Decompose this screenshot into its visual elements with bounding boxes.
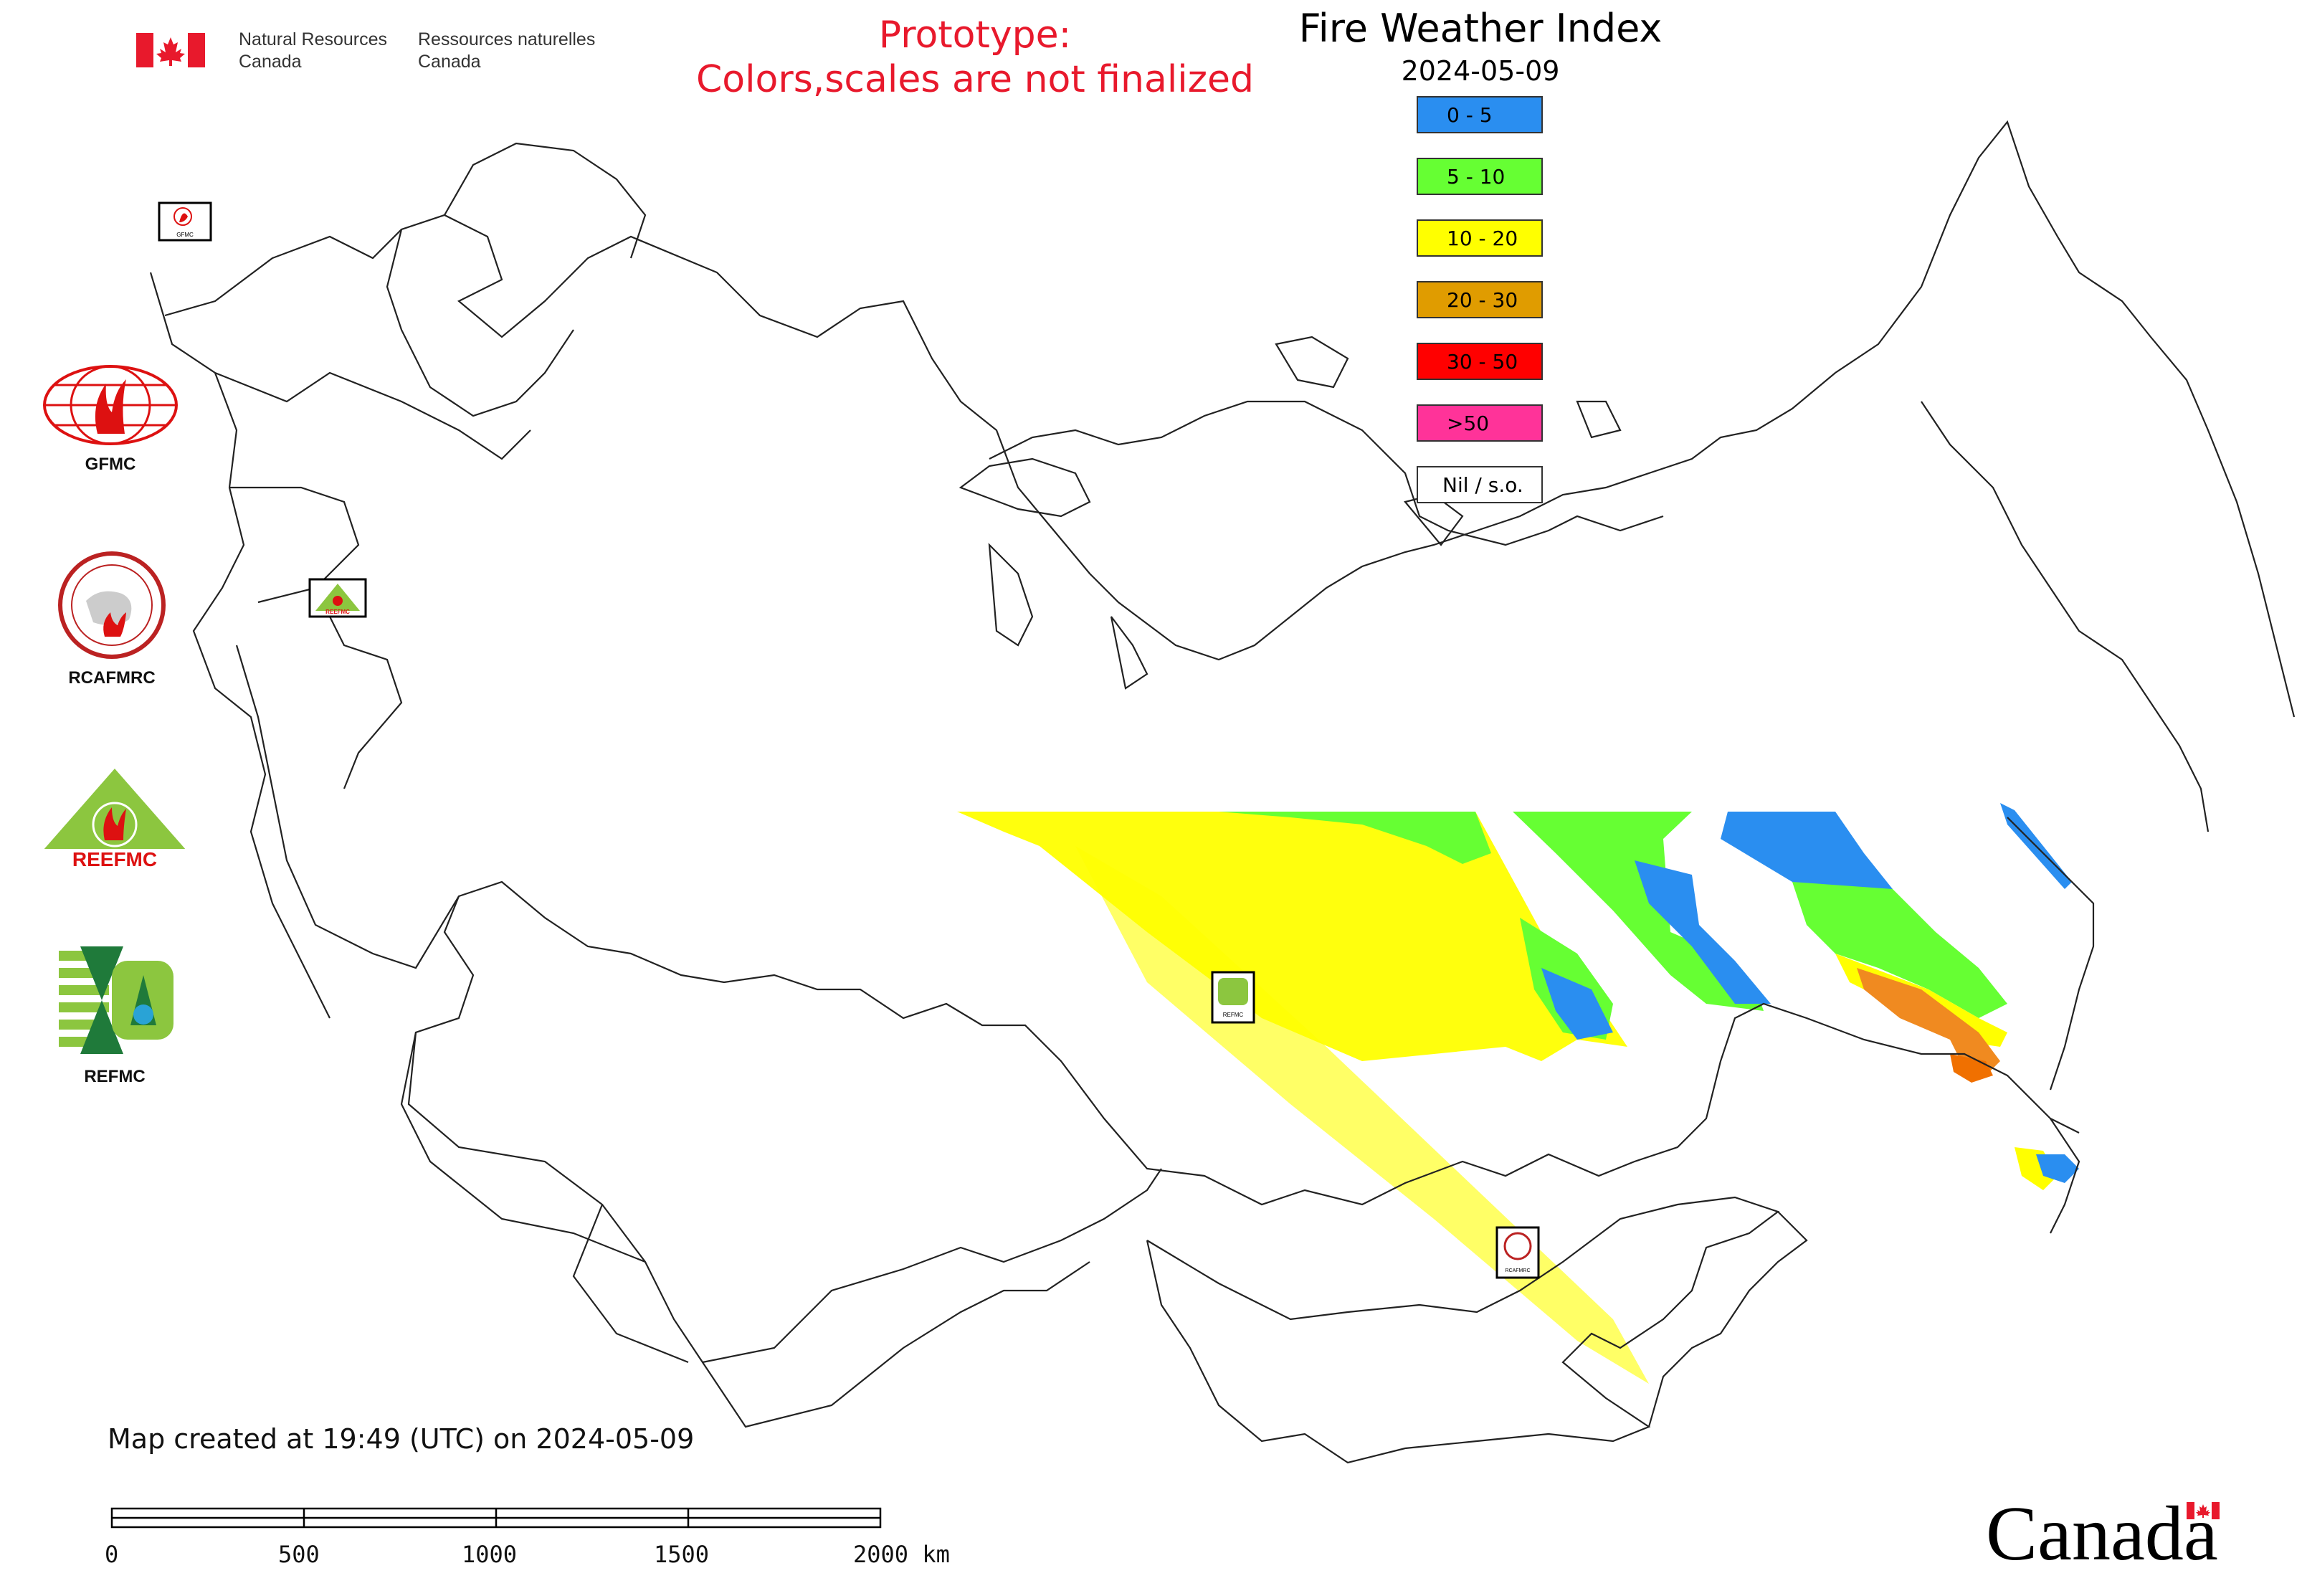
- map-logo-gfmc[interactable]: GFMC: [158, 201, 212, 242]
- svg-text:REFMC: REFMC: [1223, 1012, 1244, 1018]
- scale-label-2000: 2000 km: [853, 1541, 950, 1568]
- boundary-layer: [149, 120, 2296, 1464]
- map-logo-reefmc[interactable]: REEFMC: [308, 578, 367, 618]
- fwi-orange-tip: [1950, 1054, 1993, 1083]
- rcafmrc-logo-label: RCAFMRC: [68, 668, 156, 688]
- fwi-data-layer: [957, 803, 2079, 1384]
- legend-item-5-10: 5 - 10: [1417, 158, 1543, 195]
- legend-item-20-30: 20 - 30: [1417, 281, 1543, 318]
- kazakhstan-boundary: [407, 896, 1162, 1364]
- canada-wordmark: Canada: [1986, 1491, 2218, 1577]
- legend-item-over-50: >50: [1417, 404, 1543, 442]
- scale-label-500: 500: [278, 1541, 320, 1568]
- map-created-note: Map created at 19:49 (UTC) on 2024-05-09: [108, 1423, 695, 1455]
- refmc-logo-icon[interactable]: [59, 946, 173, 1054]
- scale-label-1500: 1500: [654, 1541, 710, 1568]
- europe-boundaries: [149, 272, 531, 1019]
- wordmark-flag-icon: [2187, 1502, 2220, 1519]
- fwi-swath-west: [957, 812, 1627, 1061]
- map-logo-rcafmrc[interactable]: RCAFMRC: [1495, 1226, 1540, 1279]
- scale-bar-graphic: [110, 1507, 882, 1529]
- legend-item-nil: Nil / s.o.: [1417, 466, 1543, 503]
- svg-text:REEFMC: REEFMC: [72, 848, 157, 870]
- map-title: Fire Weather Index: [1298, 6, 1663, 51]
- prototype-notice: Prototype: Colors,scales are not finaliz…: [695, 14, 1255, 101]
- department-name-en: Natural Resources Canada: [239, 29, 388, 72]
- legend-item-30-50: 30 - 50: [1417, 343, 1543, 380]
- siberia-north-coast: [989, 400, 1664, 546]
- refmc-logo-label: REFMC: [84, 1067, 146, 1086]
- fwi-blue-mid: [1541, 968, 1613, 1040]
- map-logo-markers: GFMC REEFMC REFMC RCAFMRC: [158, 201, 1540, 1279]
- department-signature: Natural Resources Canada Ressources natu…: [136, 29, 652, 79]
- map-date: 2024-05-09: [1401, 55, 1560, 87]
- reefmc-logo-icon[interactable]: REEFMC: [37, 764, 192, 870]
- fwi-swath-east-green: [1792, 882, 2007, 1018]
- fwi-green-west: [1219, 812, 1491, 864]
- scale-label-0: 0: [105, 1541, 119, 1568]
- svg-text:REEFMC: REEFMC: [325, 609, 350, 615]
- fwi-patch-primorye-blue: [2036, 1154, 2079, 1183]
- east-asia-boundary: [1647, 817, 2095, 1428]
- russia-southern-boundary: [235, 645, 2080, 1206]
- gfmc-logo-icon[interactable]: [40, 362, 181, 448]
- arctic-islands: [959, 336, 1622, 690]
- kamchatka-boundary: [1921, 401, 2210, 832]
- fwi-swath-east-orange: [1857, 968, 2000, 1075]
- fwi-swath-central: [1513, 812, 1764, 1011]
- map-logo-refmc[interactable]: REFMC: [1211, 971, 1255, 1024]
- scale-bar: 0 500 1000 1500 2000 km: [105, 1498, 968, 1585]
- svg-text:GFMC: GFMC: [176, 232, 194, 238]
- legend-item-10-20: 10 - 20: [1417, 219, 1543, 257]
- fwi-blue-central: [1635, 860, 1771, 1004]
- mongolia-boundary: [1146, 1196, 1780, 1464]
- svg-text:RCAFMRC: RCAFMRC: [1506, 1268, 1531, 1273]
- central-asia-boundary: [400, 1032, 1090, 1428]
- department-name-fr: Ressources naturelles Canada: [418, 29, 596, 72]
- gfmc-logo-label: GFMC: [85, 455, 136, 474]
- legend-item-0-5: 0 - 5: [1417, 96, 1543, 133]
- scale-label-1000: 1000: [462, 1541, 518, 1568]
- canada-flag-icon: [136, 33, 205, 67]
- russia-boundary: [164, 120, 2296, 718]
- scandinavia-boundary: [386, 142, 647, 417]
- rcafmrc-logo-icon[interactable]: [57, 551, 166, 660]
